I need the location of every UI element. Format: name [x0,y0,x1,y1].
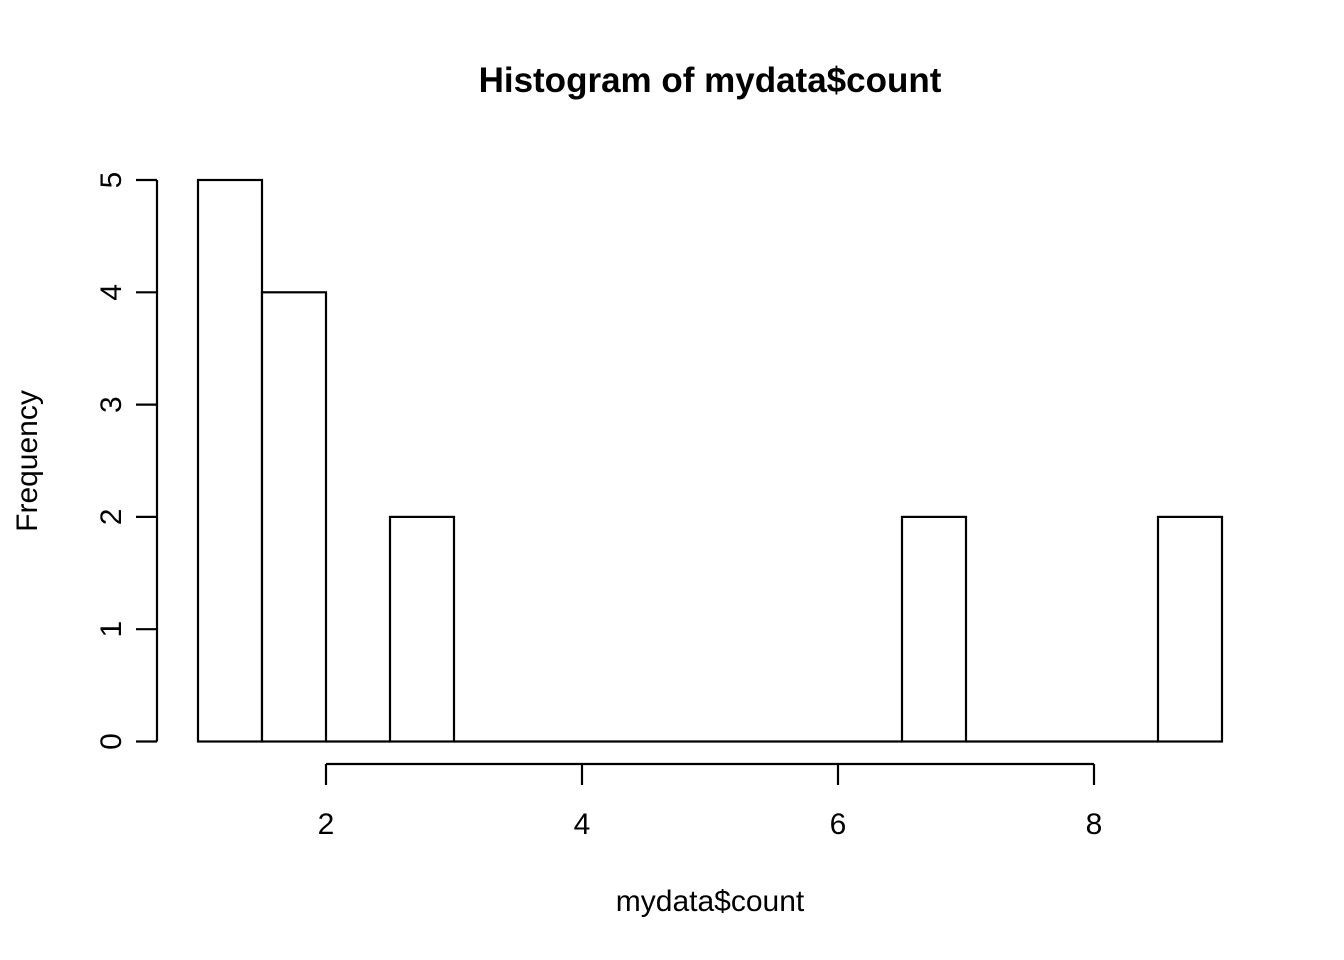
y-axis-label: Frequency [11,390,44,532]
histogram-bars [196,178,1224,743]
y-tick-label-0: 0 [95,733,128,750]
x-axis-label: mydata$count [616,885,805,918]
histogram-bar-3 [388,515,456,743]
histogram-bar-11 [900,515,968,743]
y-tick-label-5: 5 [95,172,128,189]
x-tick-label-8: 8 [1086,808,1103,841]
y-axis: 0 1 2 3 4 5 [95,172,159,750]
histogram-bar-15 [1156,515,1224,743]
x-tick-label-6: 6 [830,808,847,841]
x-tick-label-4: 4 [574,808,591,841]
histogram-bar-1 [260,291,328,743]
histogram-bar-0 [196,178,264,743]
y-tick-label-3: 3 [95,396,128,413]
y-tick-label-2: 2 [95,509,128,526]
x-axis: 2 4 6 8 [318,762,1103,841]
y-tick-label-4: 4 [95,284,128,301]
x-tick-label-2: 2 [318,808,335,841]
chart-title: Histogram of mydata$count [479,61,942,100]
y-tick-label-1: 1 [95,621,128,638]
